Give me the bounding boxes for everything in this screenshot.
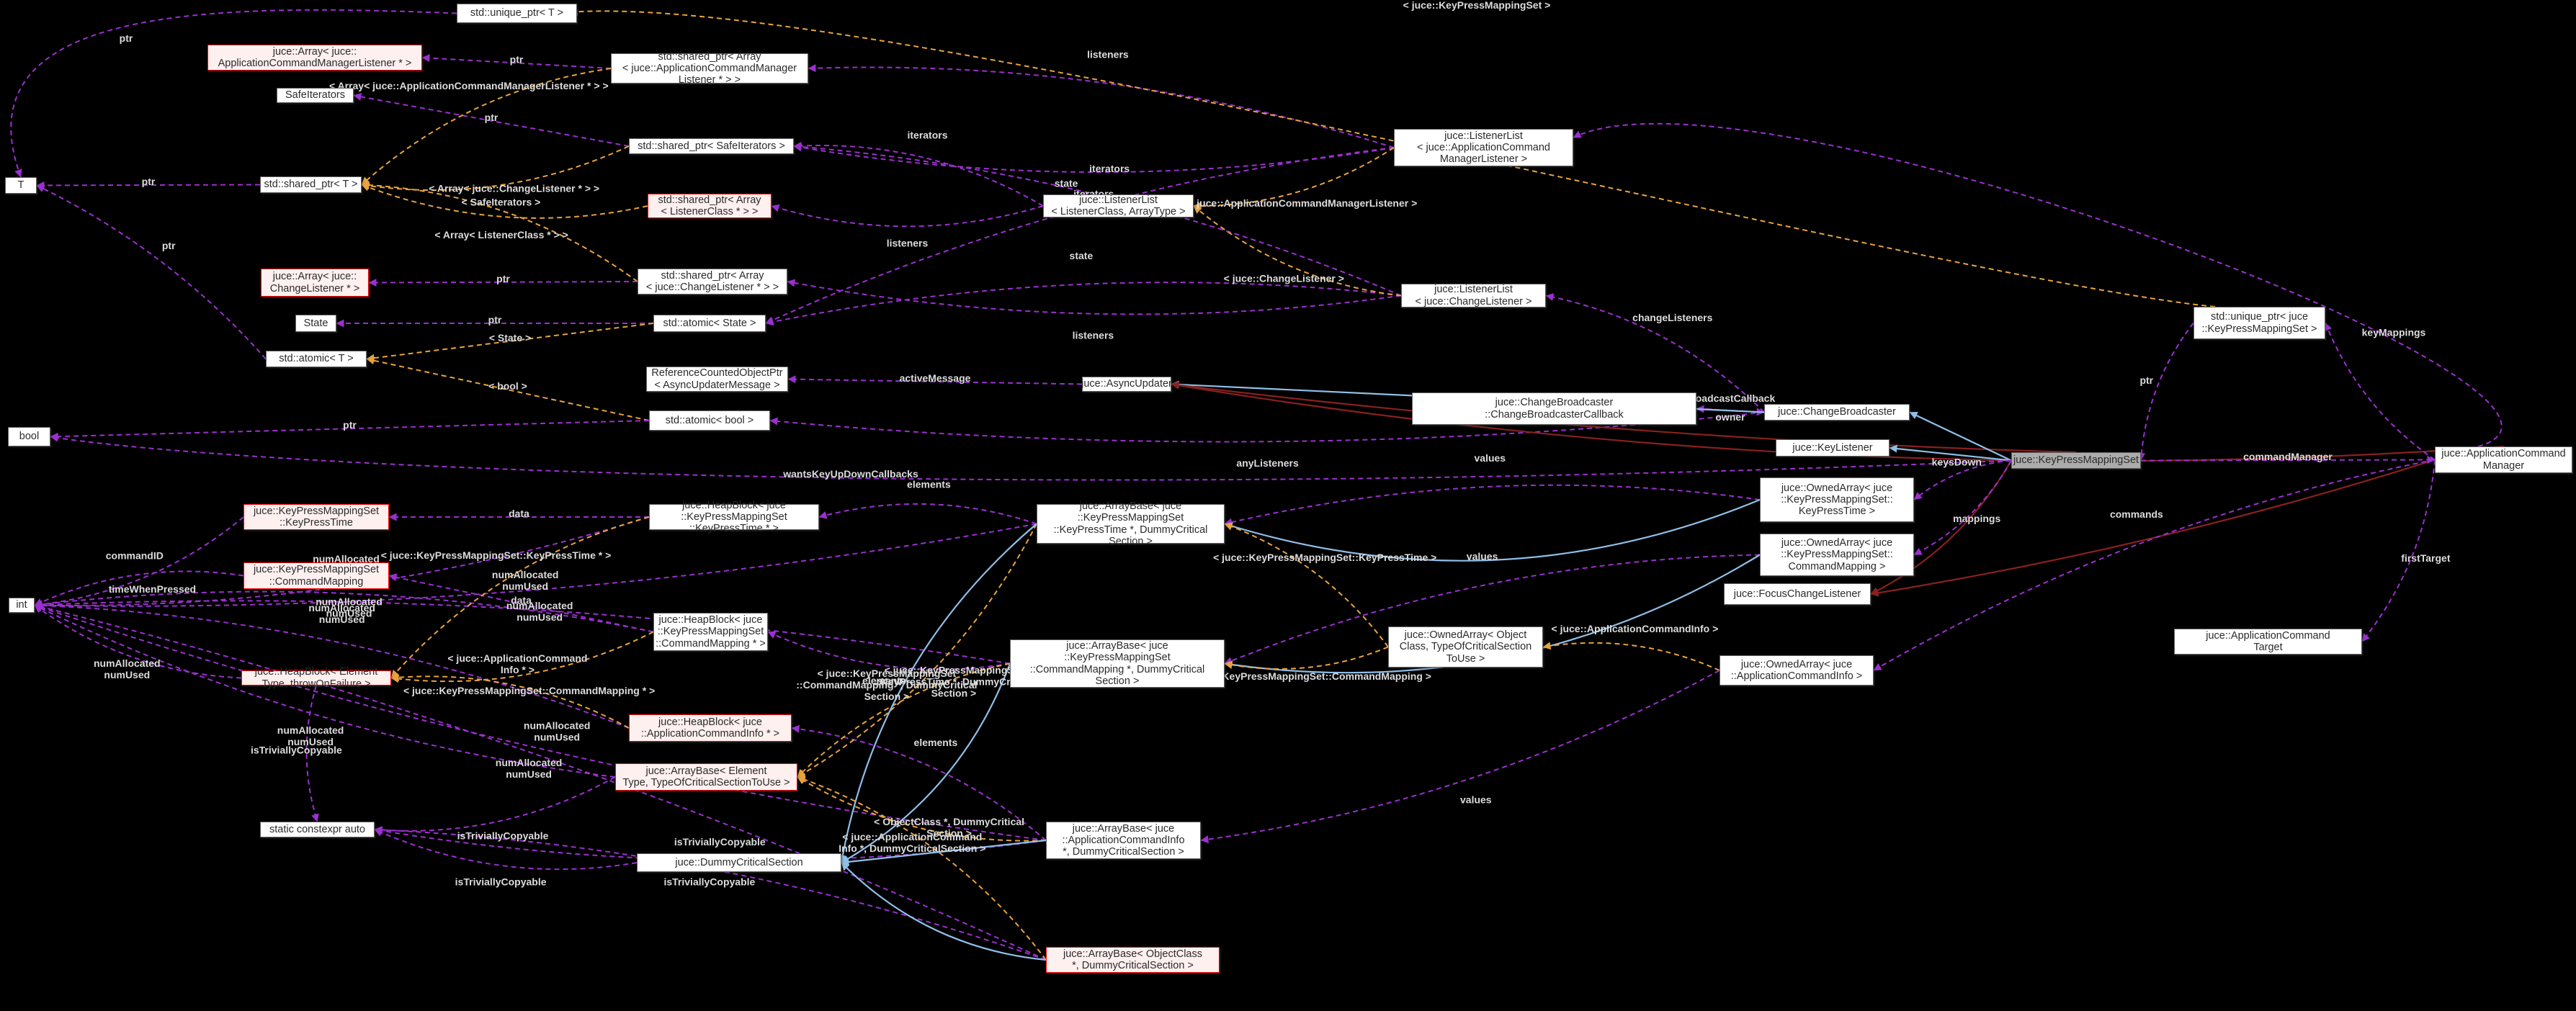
svg-text:< juce::ApplicationCommand: < juce::ApplicationCommand bbox=[447, 652, 587, 664]
svg-text:isTriviallyCopyable: isTriviallyCopyable bbox=[455, 876, 547, 888]
svg-text:::CommandMapping *, DummyCriti: ::CommandMapping *, DummyCritical bbox=[796, 679, 977, 691]
svg-text:numAllocated: numAllocated bbox=[524, 720, 591, 732]
svg-text:elements: elements bbox=[914, 737, 958, 748]
svg-text:ptr: ptr bbox=[488, 314, 502, 325]
svg-text:numAllocated: numAllocated bbox=[277, 724, 344, 736]
svg-text:values: values bbox=[1467, 550, 1498, 562]
svg-text:keysDown: keysDown bbox=[1932, 457, 1982, 468]
svg-text:listeners: listeners bbox=[887, 238, 929, 249]
svg-text:state: state bbox=[1070, 250, 1094, 261]
svg-text:firstTarget: firstTarget bbox=[2401, 552, 2451, 564]
svg-text:< SafeIterators >: < SafeIterators > bbox=[462, 196, 541, 207]
svg-text:numUsed: numUsed bbox=[516, 611, 563, 623]
svg-text:numUsed: numUsed bbox=[502, 580, 548, 592]
svg-text:numUsed: numUsed bbox=[534, 732, 580, 743]
svg-text:mappings: mappings bbox=[1953, 513, 2000, 524]
svg-text:commandID: commandID bbox=[106, 550, 164, 562]
svg-text:ptr: ptr bbox=[343, 419, 357, 431]
svg-text:Info * >: Info * > bbox=[501, 664, 535, 675]
svg-text:numUsed: numUsed bbox=[319, 614, 365, 625]
svg-text:< juce::ApplicationCommandInfo: < juce::ApplicationCommandInfo > bbox=[1552, 623, 1719, 634]
svg-text:values: values bbox=[1460, 794, 1492, 806]
svg-text:ptr: ptr bbox=[162, 240, 176, 251]
svg-text:numUsed: numUsed bbox=[104, 669, 150, 680]
svg-text:elements: elements bbox=[907, 479, 951, 490]
svg-text:< Array< ListenerClass * > >: < Array< ListenerClass * > > bbox=[434, 229, 568, 241]
svg-text:state: state bbox=[1055, 178, 1078, 189]
svg-text:iterators: iterators bbox=[1089, 163, 1130, 174]
svg-text:values: values bbox=[1475, 452, 1506, 464]
svg-text:ptr: ptr bbox=[510, 54, 524, 66]
svg-text:< Array< juce::ApplicationComm: < Array< juce::ApplicationCommandManager… bbox=[329, 80, 609, 91]
svg-text:< juce::ChangeListener >: < juce::ChangeListener > bbox=[1224, 272, 1344, 284]
svg-text:numUsed: numUsed bbox=[506, 768, 552, 780]
svg-text:wantsKeyUpDownCallbacks: wantsKeyUpDownCallbacks bbox=[782, 468, 918, 480]
svg-text:isTriviallyCopyable: isTriviallyCopyable bbox=[457, 830, 549, 842]
svg-text:anyListeners: anyListeners bbox=[1236, 457, 1299, 469]
svg-text:listeners: listeners bbox=[1073, 330, 1114, 341]
svg-text:commands: commands bbox=[2110, 508, 2163, 520]
svg-text:Section >: Section > bbox=[926, 827, 972, 839]
svg-text:< bool >: < bool > bbox=[488, 380, 527, 392]
svg-text:iterators: iterators bbox=[907, 130, 947, 141]
svg-text:< juce::KeyPressMappingSet::Ke: < juce::KeyPressMappingSet::KeyPressTime… bbox=[381, 549, 612, 561]
svg-text:keyMappings: keyMappings bbox=[2362, 327, 2426, 338]
svg-text:isTriviallyCopyable: isTriviallyCopyable bbox=[663, 876, 755, 888]
svg-text:timeWhenPressed: timeWhenPressed bbox=[109, 583, 196, 595]
svg-text:Section >: Section > bbox=[864, 691, 910, 702]
svg-text:numAllocated: numAllocated bbox=[94, 657, 161, 669]
svg-text:isTriviallyCopyable: isTriviallyCopyable bbox=[674, 836, 766, 848]
svg-text:< juce::KeyPressMappingSet >: < juce::KeyPressMappingSet > bbox=[1403, 0, 1551, 11]
svg-text:Info *, DummyCriticalSection >: Info *, DummyCriticalSection > bbox=[838, 842, 985, 854]
svg-text:ptr: ptr bbox=[496, 273, 510, 284]
svg-text:ptr: ptr bbox=[485, 112, 498, 123]
svg-text:isTriviallyCopyable: isTriviallyCopyable bbox=[251, 745, 342, 756]
svg-text:numAllocated: numAllocated bbox=[492, 569, 559, 580]
svg-text:data: data bbox=[509, 508, 529, 519]
svg-text:listeners: listeners bbox=[1087, 49, 1129, 60]
svg-text:broadcastCallback: broadcastCallback bbox=[1686, 392, 1776, 404]
svg-text:< juce::KeyPressMappingSet::Co: < juce::KeyPressMappingSet::CommandMappi… bbox=[403, 685, 655, 696]
svg-text:ptr: ptr bbox=[120, 32, 133, 44]
svg-text:< ObjectClass *, DummyCritical: < ObjectClass *, DummyCritical bbox=[874, 816, 1024, 827]
svg-text:numAllocated: numAllocated bbox=[506, 600, 573, 611]
svg-text:changeListeners: changeListeners bbox=[1632, 312, 1712, 323]
svg-text:< juce::ApplicationCommandMana: < juce::ApplicationCommandManagerListene… bbox=[1188, 197, 1417, 209]
svg-text:< juce::KeyPressMappingSet::Ke: < juce::KeyPressMappingSet::KeyPressTime… bbox=[1213, 552, 1436, 563]
svg-text:< juce::KeyPressMappingSet: < juce::KeyPressMappingSet bbox=[818, 668, 957, 679]
svg-text:ptr: ptr bbox=[2139, 374, 2153, 386]
svg-text:activeMessage: activeMessage bbox=[900, 372, 971, 384]
svg-text:numAllocated: numAllocated bbox=[308, 602, 375, 614]
svg-text:ptr: ptr bbox=[142, 176, 156, 187]
svg-text:numAllocated: numAllocated bbox=[496, 757, 563, 768]
svg-text:commandManager: commandManager bbox=[2243, 451, 2333, 462]
svg-text:< Array< juce::ChangeListener: < Array< juce::ChangeListener * > > bbox=[429, 182, 599, 194]
svg-text:< State >: < State > bbox=[489, 332, 531, 343]
svg-text:owner: owner bbox=[1715, 411, 1745, 423]
